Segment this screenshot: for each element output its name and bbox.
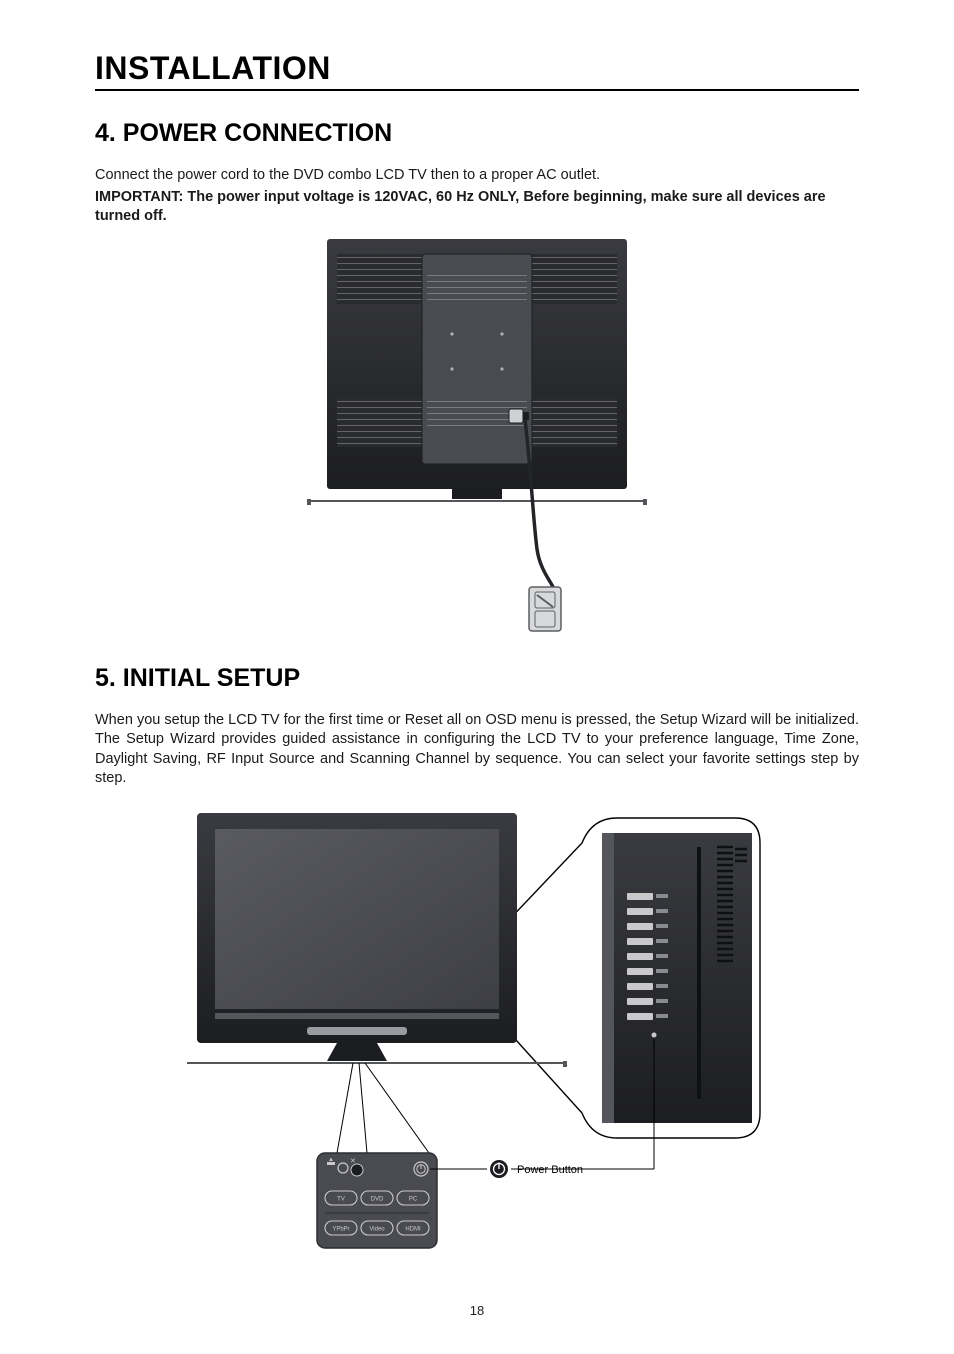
section-5-heading: 5. INITIAL SETUP xyxy=(95,664,859,693)
side-panel-button xyxy=(627,983,653,990)
side-panel-button xyxy=(627,923,653,930)
side-panel-button xyxy=(627,1013,653,1020)
side-panel-button xyxy=(627,908,653,915)
page-number: 18 xyxy=(0,1303,954,1318)
svg-text:DVD: DVD xyxy=(371,1196,384,1202)
section-5-p1: When you setup the LCD TV for the first … xyxy=(95,711,859,789)
side-panel-button xyxy=(627,953,653,960)
power-button-label: Power Button xyxy=(517,1164,583,1176)
svg-text:Video: Video xyxy=(369,1226,385,1232)
tv-front xyxy=(187,813,567,1067)
power-button-icon xyxy=(490,1160,508,1178)
power-port-icon xyxy=(509,409,523,423)
side-panel-button xyxy=(627,998,653,1005)
svg-text:PC: PC xyxy=(409,1196,418,1202)
section-4-p2: IMPORTANT: The power input voltage is 12… xyxy=(95,188,859,227)
svg-text:HDMI: HDMI xyxy=(405,1226,421,1232)
svg-text:TV: TV xyxy=(337,1196,345,1202)
svg-text:YPbPr: YPbPr xyxy=(332,1226,349,1232)
side-panel-button xyxy=(627,968,653,975)
svg-text:▲: ▲ xyxy=(328,1157,334,1163)
remote-control-icon: ▲ ✕ TVDVDPC YPbPrVideoHDMI xyxy=(317,1153,437,1248)
side-panel-button xyxy=(627,938,653,945)
figure-power-connection xyxy=(95,239,859,644)
tv-side-panel xyxy=(602,833,752,1123)
figure-initial-setup: ▲ ✕ TVDVDPC YPbPrVideoHDMI xyxy=(95,813,859,1258)
side-panel-button xyxy=(627,893,653,900)
section-4-heading: 4. POWER CONNECTION xyxy=(95,119,859,148)
manual-page: INSTALLATION 4. POWER CONNECTION Connect… xyxy=(0,0,954,1354)
page-title: INSTALLATION xyxy=(95,50,859,91)
wall-outlet-icon xyxy=(529,587,561,631)
section-4-p1: Connect the power cord to the DVD combo … xyxy=(95,166,859,186)
